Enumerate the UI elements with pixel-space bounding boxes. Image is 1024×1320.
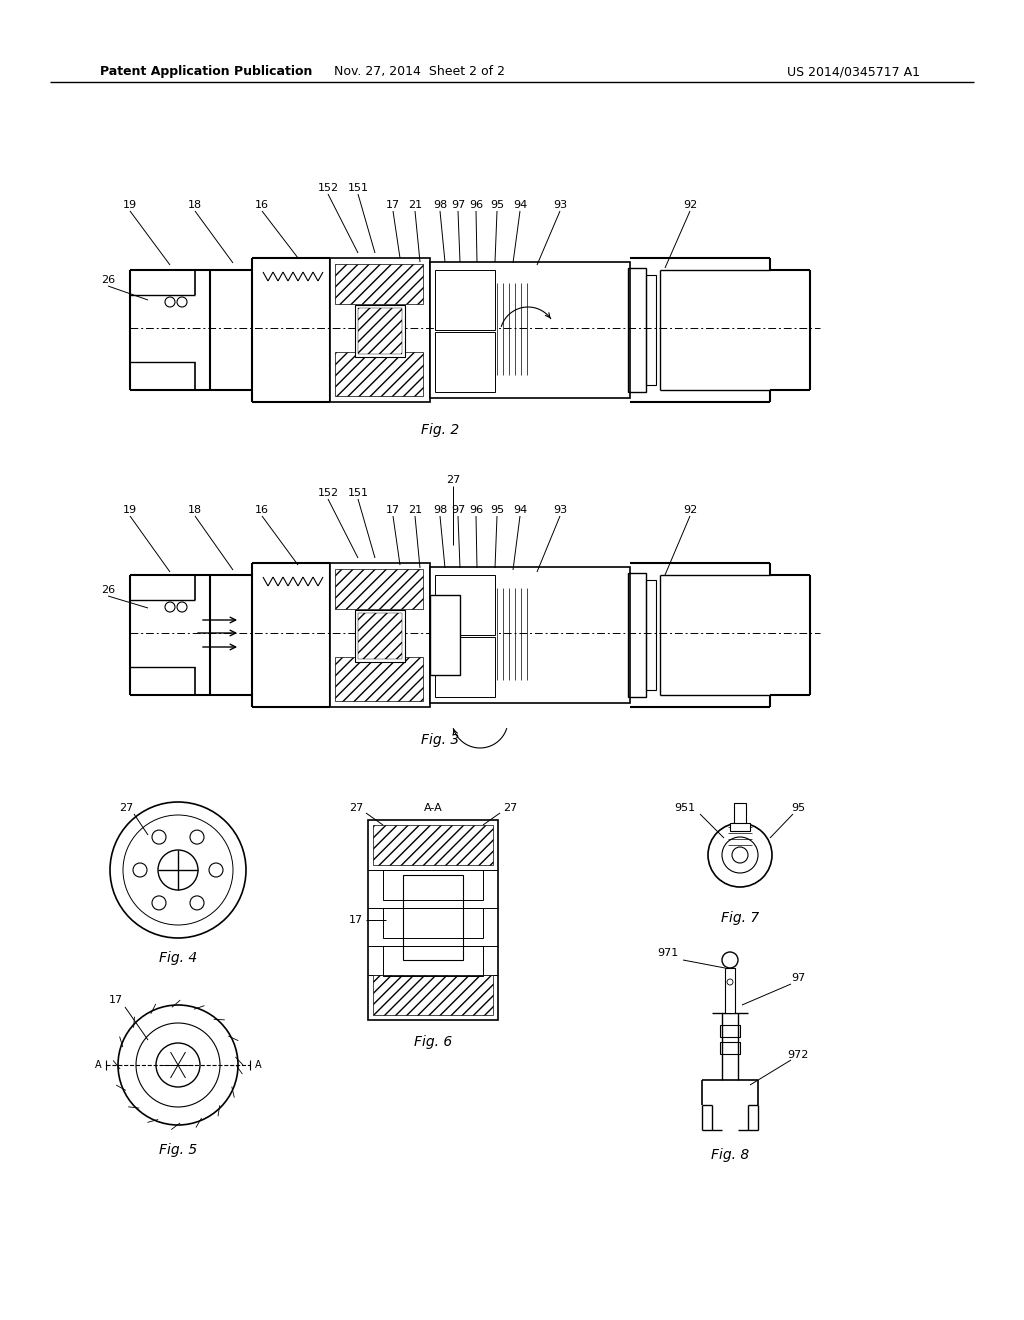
- Bar: [430, 595, 460, 675]
- Text: Fig. 6: Fig. 6: [414, 1035, 453, 1049]
- Text: 94: 94: [513, 506, 527, 515]
- Text: 93: 93: [553, 201, 567, 210]
- Text: 92: 92: [683, 201, 697, 210]
- Text: Fig. 2: Fig. 2: [421, 422, 459, 437]
- Circle shape: [190, 896, 204, 909]
- Bar: [355, 305, 406, 356]
- Text: 951: 951: [675, 803, 695, 813]
- Text: 97: 97: [451, 506, 465, 515]
- Bar: [335, 352, 423, 396]
- Bar: [435, 271, 495, 330]
- Circle shape: [118, 1005, 238, 1125]
- Text: 21: 21: [408, 506, 422, 515]
- Text: 971: 971: [657, 948, 679, 958]
- Bar: [383, 870, 483, 900]
- Text: 26: 26: [101, 585, 115, 595]
- Text: 16: 16: [255, 201, 269, 210]
- Bar: [335, 264, 423, 304]
- Text: 95: 95: [489, 201, 504, 210]
- Text: 19: 19: [123, 506, 137, 515]
- Circle shape: [708, 822, 772, 887]
- Text: 17: 17: [386, 201, 400, 210]
- Circle shape: [152, 896, 166, 909]
- Bar: [373, 975, 493, 1015]
- Text: 98: 98: [433, 201, 447, 210]
- Text: 92: 92: [683, 506, 697, 515]
- Bar: [646, 579, 656, 690]
- Text: 98: 98: [433, 506, 447, 515]
- Text: 95: 95: [489, 506, 504, 515]
- Bar: [335, 569, 423, 609]
- Text: 96: 96: [469, 506, 483, 515]
- Text: 16: 16: [255, 506, 269, 515]
- Text: 17: 17: [386, 506, 400, 515]
- Text: 151: 151: [347, 488, 369, 498]
- Text: 18: 18: [188, 201, 202, 210]
- Bar: [355, 610, 406, 663]
- Text: Fig. 3: Fig. 3: [421, 733, 459, 747]
- Text: A-A: A-A: [424, 803, 442, 813]
- Text: 27: 27: [119, 803, 133, 813]
- Text: 18: 18: [188, 506, 202, 515]
- Bar: [430, 568, 630, 704]
- Text: 21: 21: [408, 201, 422, 210]
- Bar: [435, 638, 495, 697]
- Bar: [725, 968, 735, 1012]
- Text: Fig. 4: Fig. 4: [159, 950, 198, 965]
- Text: A: A: [255, 1060, 261, 1071]
- Text: 97: 97: [791, 973, 805, 983]
- Bar: [730, 822, 750, 832]
- Bar: [430, 261, 630, 399]
- Text: 19: 19: [123, 201, 137, 210]
- Text: 972: 972: [787, 1049, 809, 1060]
- Text: 93: 93: [553, 506, 567, 515]
- Bar: [646, 275, 656, 385]
- Bar: [383, 908, 483, 939]
- Bar: [358, 612, 402, 659]
- Circle shape: [133, 863, 147, 876]
- Text: A: A: [94, 1060, 101, 1071]
- Bar: [403, 875, 463, 960]
- Bar: [373, 825, 493, 865]
- Text: 17: 17: [349, 915, 364, 925]
- Text: 96: 96: [469, 201, 483, 210]
- Text: Fig. 7: Fig. 7: [721, 911, 759, 925]
- Bar: [720, 1041, 740, 1053]
- Bar: [330, 564, 430, 708]
- Bar: [435, 576, 495, 635]
- Bar: [628, 573, 646, 697]
- Text: 27: 27: [349, 803, 364, 813]
- Text: 27: 27: [503, 803, 517, 813]
- Text: 26: 26: [101, 275, 115, 285]
- Bar: [720, 1026, 740, 1038]
- Text: Patent Application Publication: Patent Application Publication: [100, 66, 312, 78]
- Circle shape: [152, 830, 166, 843]
- Text: 94: 94: [513, 201, 527, 210]
- Text: Fig. 5: Fig. 5: [159, 1143, 198, 1158]
- Text: Nov. 27, 2014  Sheet 2 of 2: Nov. 27, 2014 Sheet 2 of 2: [335, 66, 506, 78]
- Circle shape: [190, 830, 204, 843]
- Bar: [335, 657, 423, 701]
- Bar: [435, 333, 495, 392]
- Bar: [358, 308, 402, 354]
- Bar: [330, 257, 430, 403]
- Text: 97: 97: [451, 201, 465, 210]
- Text: Fig. 8: Fig. 8: [711, 1148, 750, 1162]
- Bar: [734, 803, 746, 825]
- Text: 27: 27: [445, 475, 460, 484]
- Circle shape: [209, 863, 223, 876]
- Text: 151: 151: [347, 183, 369, 193]
- Circle shape: [110, 803, 246, 939]
- Bar: [628, 268, 646, 392]
- Bar: [368, 820, 498, 1020]
- Text: 152: 152: [317, 183, 339, 193]
- Bar: [383, 946, 483, 975]
- Text: US 2014/0345717 A1: US 2014/0345717 A1: [787, 66, 920, 78]
- Text: 152: 152: [317, 488, 339, 498]
- Text: 95: 95: [791, 803, 805, 813]
- Text: 17: 17: [109, 995, 123, 1005]
